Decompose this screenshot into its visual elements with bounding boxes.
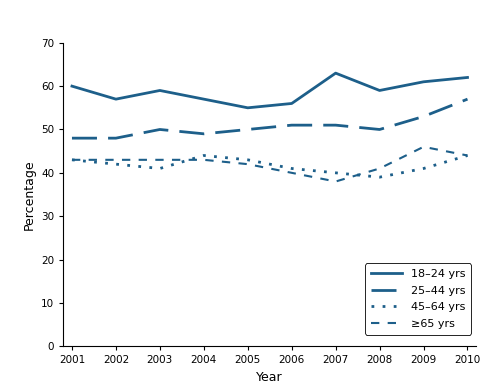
Y-axis label: Percentage: Percentage: [22, 159, 35, 230]
Text: Medscape: Medscape: [12, 10, 106, 28]
Legend: 18–24 yrs, 25–44 yrs, 45–64 yrs, ≥65 yrs: 18–24 yrs, 25–44 yrs, 45–64 yrs, ≥65 yrs: [365, 263, 471, 335]
X-axis label: Year: Year: [257, 371, 283, 384]
Text: Source: MMWR © 2011 Centers for Disease Control and Prevention (CDC): Source: MMWR © 2011 Centers for Disease …: [68, 369, 418, 378]
